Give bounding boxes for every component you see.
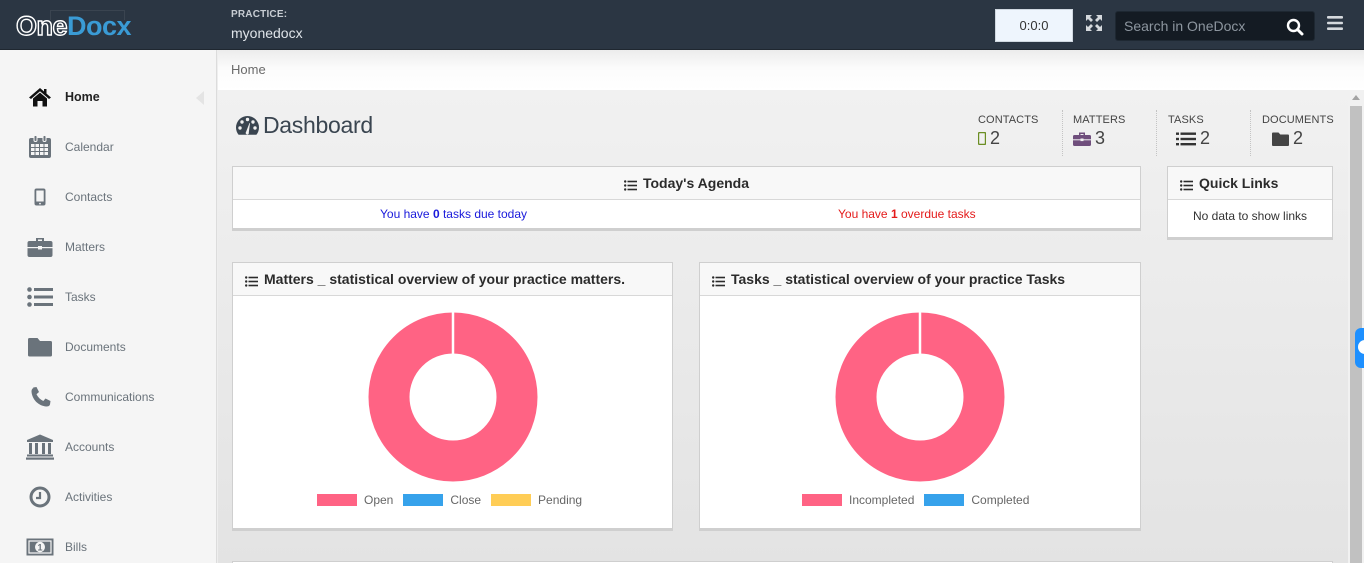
search-icon[interactable]	[1286, 18, 1304, 36]
page-title: Dashboard	[235, 112, 373, 139]
next-panel-edge	[232, 561, 1333, 563]
overdue-count: 1	[890, 207, 898, 221]
quick-links-header: Quick Links	[1168, 167, 1332, 200]
sidebar-item-tasks[interactable]: Tasks	[0, 272, 216, 322]
list-icon	[26, 284, 54, 310]
sidebar-item-contacts[interactable]: Contacts	[0, 172, 216, 222]
page-scrollbar[interactable]	[1348, 90, 1364, 563]
practice-name: myonedocx	[231, 25, 303, 41]
dashboard-gauge-icon	[235, 115, 260, 137]
practice-info: PRACTICE: myonedocx	[231, 9, 303, 41]
breadcrumb: Home	[218, 50, 1364, 90]
sidebar-item-communications[interactable]: Communications	[0, 372, 216, 422]
stat-matters[interactable]: MATTERS 3	[1073, 114, 1126, 148]
stat-documents-value: 2	[1293, 128, 1304, 148]
briefcase-icon	[1073, 132, 1091, 146]
legend-item-pending[interactable]: Pending	[491, 493, 582, 507]
sidebar-item-calendar[interactable]: Calendar	[0, 122, 216, 172]
side-help-tab[interactable]	[1355, 328, 1364, 368]
folder-icon	[26, 334, 54, 360]
search-box	[1115, 11, 1315, 41]
sidebar-item-home[interactable]: Home	[0, 72, 216, 122]
agenda-header: Today's Agenda	[233, 167, 1140, 200]
legend-item-incompleted[interactable]: Incompleted	[802, 493, 914, 507]
quick-links-panel: Quick Links No data to show links	[1167, 166, 1333, 238]
sidebar-item-accounts[interactable]: Accounts	[0, 422, 216, 472]
list-icon	[1176, 132, 1196, 146]
list-icon	[245, 274, 258, 287]
breadcrumb-home[interactable]: Home	[231, 62, 266, 77]
stat-divider	[1156, 110, 1157, 156]
tasks-chart-header: Tasks _ statistical overview of your pra…	[700, 263, 1140, 296]
svg-text:1: 1	[37, 542, 42, 552]
matters-chart-panel: Matters _ statistical overview of your p…	[232, 262, 673, 529]
tasks-chart-panel: Tasks _ statistical overview of your pra…	[699, 262, 1141, 529]
todays-agenda-panel: Today's Agenda You have 0 tasks due toda…	[232, 166, 1141, 229]
calendar-icon	[26, 134, 54, 160]
stat-divider	[1062, 110, 1063, 156]
hamburger-menu-icon[interactable]	[1327, 15, 1343, 31]
list-icon	[712, 274, 725, 287]
clock-icon	[26, 484, 54, 510]
tasks-donut-chart[interactable]	[835, 312, 1005, 482]
stat-matters-value: 3	[1095, 128, 1106, 148]
onedocx-logo[interactable]: OneDocx	[15, 10, 132, 41]
top-navbar: OneDocx PRACTICE: myonedocx 0:0:0	[0, 0, 1364, 50]
matters-chart-header: Matters _ statistical overview of your p…	[233, 263, 672, 296]
sidebar-item-activities[interactable]: Activities	[0, 472, 216, 522]
timer-display[interactable]: 0:0:0	[995, 9, 1073, 42]
stat-contacts[interactable]: CONTACTS 2	[978, 114, 1039, 148]
briefcase-icon	[26, 234, 54, 260]
stat-divider	[1250, 110, 1251, 156]
sidebar: Home Calendar Contacts Matters Tasks Doc…	[0, 50, 217, 563]
money-bill-icon: 1	[26, 534, 54, 560]
quick-links-empty: No data to show links	[1192, 209, 1308, 223]
list-icon	[623, 178, 637, 191]
tasks-chart-legend: Incompleted Completed	[802, 493, 1039, 507]
phone-icon	[26, 384, 54, 410]
mobile-phone-icon	[26, 184, 54, 210]
stat-contacts-value: 2	[990, 128, 1001, 148]
tasks-due-count: 0	[432, 207, 440, 221]
legend-item-completed[interactable]: Completed	[924, 493, 1029, 507]
legend-item-open[interactable]: Open	[317, 493, 393, 507]
matters-chart-legend: Open Close Pending	[317, 493, 592, 507]
list-icon	[1180, 178, 1193, 191]
sidebar-item-matters[interactable]: Matters	[0, 222, 216, 272]
legend-item-close[interactable]: Close	[403, 493, 481, 507]
stat-documents[interactable]: DOCUMENTS 2	[1262, 114, 1334, 148]
practice-label: PRACTICE:	[231, 9, 288, 20]
scroll-up-arrow-icon[interactable]	[1352, 95, 1360, 100]
overdue-tasks[interactable]: You have 1 overdue tasks	[838, 207, 976, 221]
expand-arrows-icon[interactable]	[1085, 14, 1103, 32]
sidebar-item-bills[interactable]: 1 Bills	[0, 522, 216, 563]
sidebar-collapse-icon[interactable]	[196, 91, 204, 105]
bank-icon	[26, 434, 54, 460]
folder-icon	[1272, 132, 1289, 146]
matters-donut-chart[interactable]	[368, 312, 538, 482]
stat-tasks-value: 2	[1200, 128, 1211, 148]
sidebar-item-documents[interactable]: Documents	[0, 322, 216, 372]
stat-tasks[interactable]: TASKS 2	[1168, 114, 1211, 148]
tasks-due-today[interactable]: You have 0 tasks due today	[380, 207, 528, 221]
search-input[interactable]	[1116, 12, 1281, 40]
home-icon	[26, 84, 54, 110]
mobile-phone-icon	[978, 132, 986, 145]
logo-decoration	[50, 10, 125, 20]
